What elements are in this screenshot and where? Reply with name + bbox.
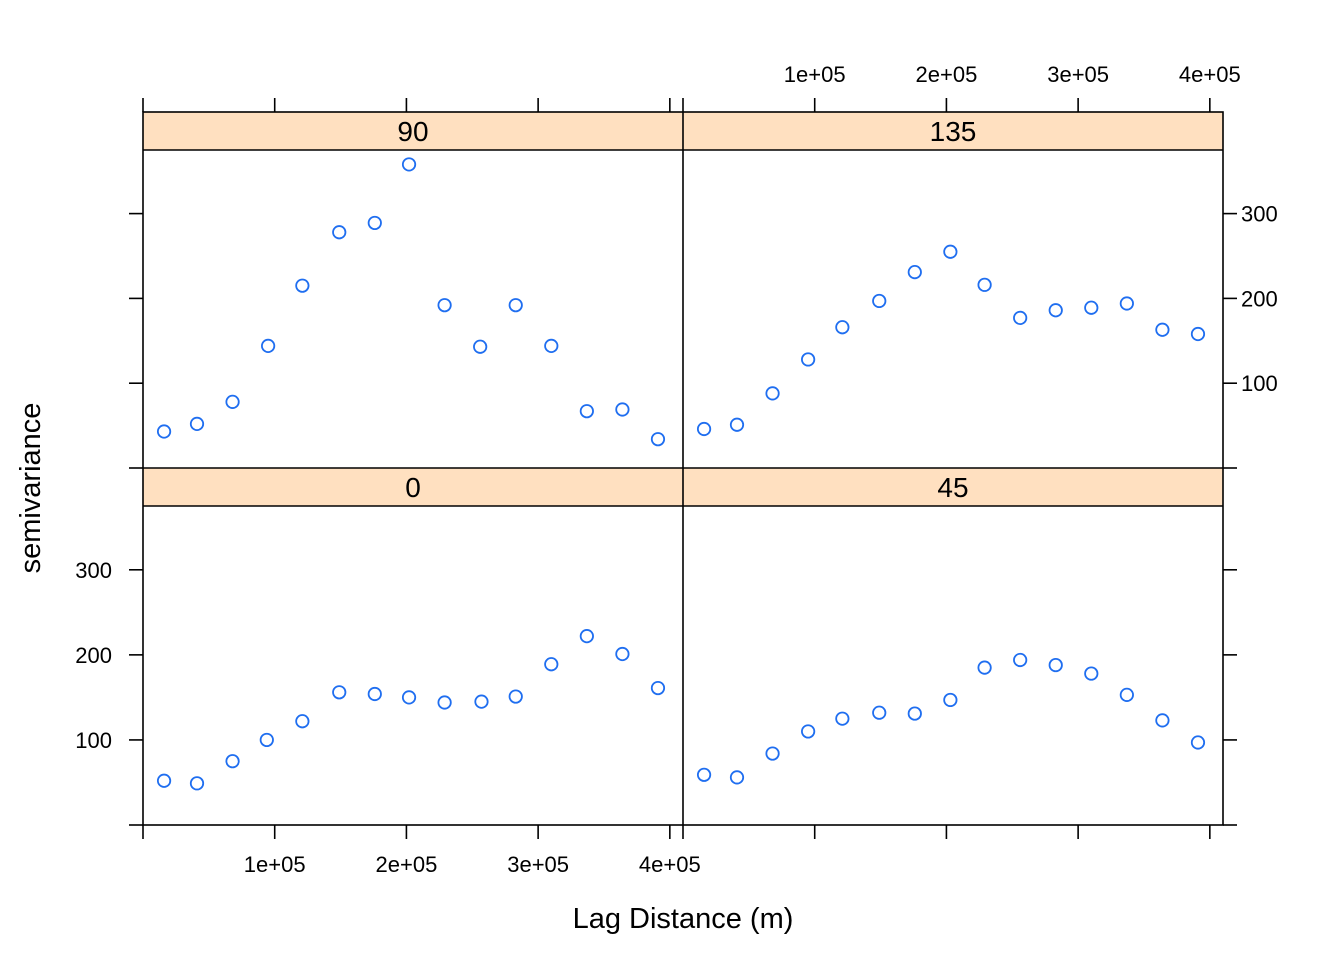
- data-point: [189, 776, 205, 791]
- data-point: [189, 416, 205, 432]
- data-point: [1190, 735, 1206, 750]
- data-point: [650, 680, 666, 696]
- x-tick-label: 1e+05: [784, 62, 846, 87]
- x-tick-label: 4e+05: [639, 852, 701, 877]
- data-point: [1155, 322, 1170, 337]
- data-point: [1048, 303, 1063, 318]
- strip-90: [143, 112, 683, 150]
- data-point: [1013, 652, 1028, 668]
- y-tick-label: 100: [75, 728, 112, 753]
- strip-45: [683, 468, 1223, 506]
- data-point: [579, 629, 594, 644]
- data-point: [835, 320, 850, 335]
- data-point: [473, 339, 488, 354]
- data-point: [943, 244, 958, 259]
- data-point: [907, 265, 922, 280]
- data-point: [332, 685, 347, 700]
- data-point: [544, 338, 559, 353]
- y-tick-label: 300: [75, 558, 112, 583]
- y-tick-label: 300: [1241, 202, 1278, 227]
- data-point: [156, 424, 172, 439]
- data-point: [1155, 713, 1170, 728]
- strip-label-45: 45: [937, 472, 968, 503]
- data-point: [977, 277, 992, 292]
- data-point: [295, 278, 310, 293]
- data-point: [872, 293, 887, 309]
- data-point: [401, 157, 417, 172]
- data-point: [1013, 310, 1028, 326]
- data-point: [367, 215, 382, 231]
- data-point: [943, 692, 958, 708]
- data-point: [1119, 687, 1134, 702]
- x-tick-label: 2e+05: [916, 62, 978, 87]
- data-point: [729, 417, 745, 432]
- data-point: [977, 660, 992, 675]
- data-point: [1119, 296, 1134, 311]
- data-point: [615, 402, 630, 417]
- x-tick-label: 3e+05: [507, 852, 569, 877]
- data-point: [332, 225, 347, 240]
- data-point: [261, 338, 276, 353]
- data-point: [474, 694, 489, 709]
- data-point: [765, 746, 780, 761]
- data-point: [508, 689, 523, 704]
- data-point: [437, 695, 452, 710]
- data-point: [401, 690, 417, 705]
- strip-135: [683, 112, 1223, 150]
- data-point: [579, 404, 594, 419]
- data-point: [1084, 300, 1099, 315]
- data-point: [508, 298, 523, 313]
- data-point: [907, 706, 922, 721]
- y-axis-title: semivariance: [15, 403, 47, 574]
- data-point: [696, 767, 712, 782]
- data-point: [1048, 657, 1063, 673]
- data-point: [295, 714, 310, 729]
- data-point: [615, 646, 630, 662]
- data-point: [765, 386, 780, 401]
- strip-label-90: 90: [397, 116, 428, 147]
- y-tick-label: 200: [1241, 286, 1278, 311]
- x-tick-label: 4e+05: [1179, 62, 1241, 87]
- data-point: [801, 352, 816, 367]
- x-axis-title: Lag Distance (m): [573, 903, 794, 935]
- data-point: [437, 298, 452, 313]
- data-point: [544, 657, 559, 672]
- y-tick-label: 100: [1241, 371, 1278, 396]
- data-point: [650, 432, 666, 447]
- data-point: [225, 754, 240, 769]
- data-point: [156, 773, 172, 788]
- strip-label-0: 0: [405, 472, 421, 503]
- data-point: [729, 770, 745, 785]
- data-point: [835, 711, 850, 726]
- data-point: [225, 394, 240, 409]
- data-point: [259, 732, 274, 748]
- data-point: [696, 421, 712, 437]
- data-point: [1190, 326, 1206, 342]
- x-tick-label: 2e+05: [376, 852, 438, 877]
- data-point: [1084, 666, 1099, 681]
- strip-0: [143, 468, 683, 506]
- strip-label-135: 135: [930, 116, 977, 147]
- data-point: [801, 724, 816, 739]
- data-point: [367, 686, 382, 702]
- x-tick-label: 3e+05: [1047, 62, 1109, 87]
- x-tick-label: 1e+05: [244, 852, 306, 877]
- y-tick-label: 200: [75, 643, 112, 668]
- data-point: [872, 705, 887, 720]
